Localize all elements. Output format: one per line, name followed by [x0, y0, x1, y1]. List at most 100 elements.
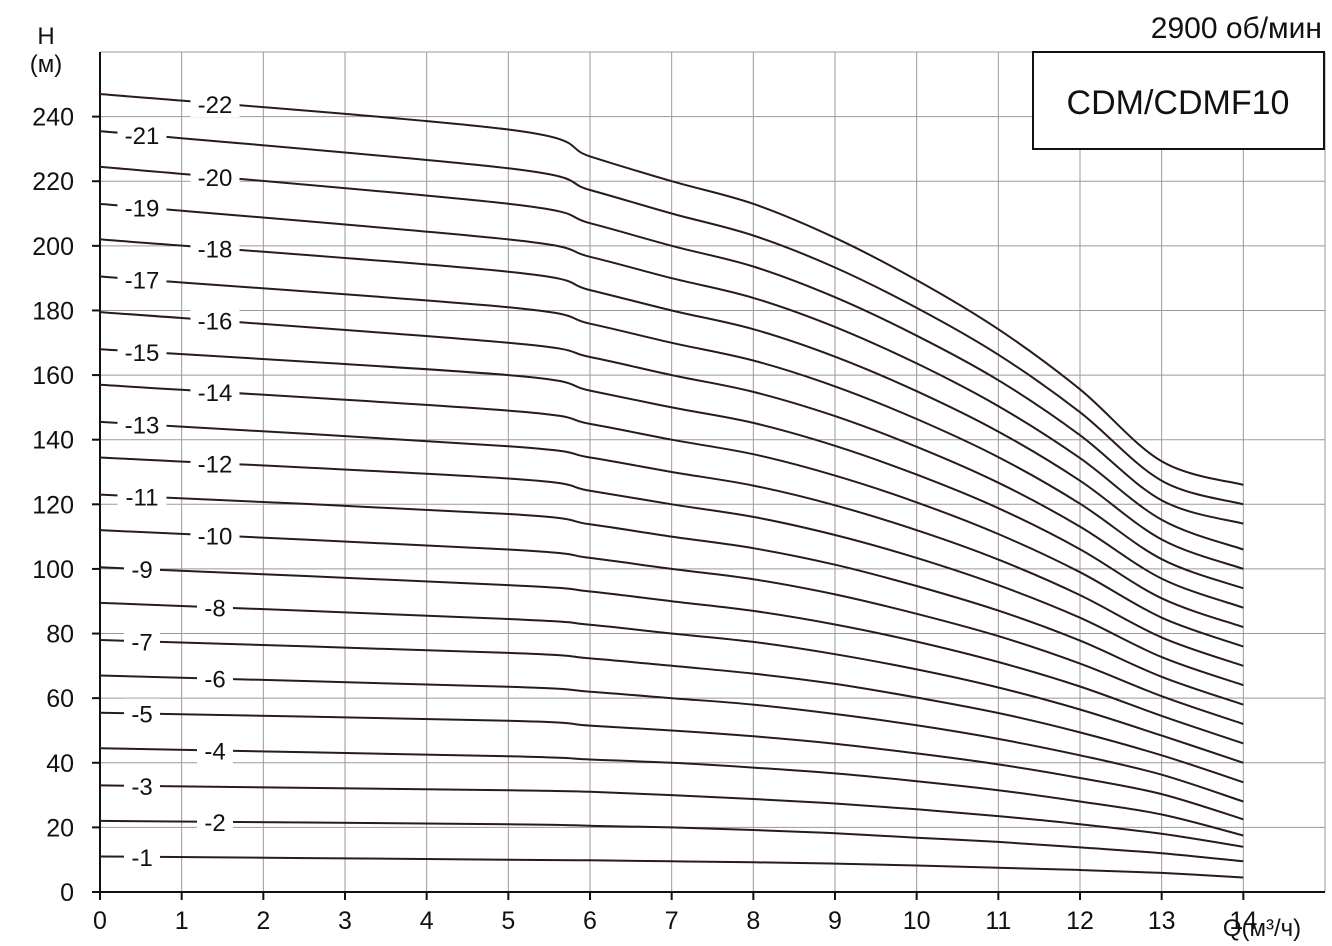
x-tick-label: 14	[1229, 907, 1257, 935]
x-tick-label: 1	[175, 907, 189, 935]
curve-label-bg	[124, 841, 160, 870]
curve-label: -16	[198, 309, 233, 336]
curve-label-bg	[117, 409, 167, 438]
curve-label: -12	[198, 451, 233, 478]
curve-label-bg	[197, 735, 233, 764]
curve-label-bg	[190, 520, 240, 549]
x-tick-label: 7	[665, 907, 679, 935]
curve-label-bg	[124, 770, 160, 799]
x-tick-label: 11	[985, 907, 1011, 935]
curve-label: -6	[204, 667, 225, 694]
curve-label-bg	[190, 448, 240, 477]
curve-labels: -1 -2 -3 -4 -5 -6 -7 -8 -9 -10 -11 -12 -13 -14 -15 -16 -…	[117, 89, 240, 872]
x-tick-label: 0	[93, 907, 107, 935]
y-tick-label: 80	[46, 621, 74, 649]
curve-label-bg	[117, 119, 167, 148]
curve-label-bg	[190, 233, 240, 262]
curve-label: -5	[131, 702, 152, 729]
curve-line	[99, 311, 1244, 609]
x-tick-label: 8	[746, 907, 760, 935]
curve-line	[99, 855, 1244, 879]
curve-label: -14	[198, 380, 233, 407]
x-tick-label: 10	[903, 907, 931, 935]
curve-label: -17	[125, 268, 160, 295]
curve-label-bg	[124, 626, 160, 655]
y-tick-label: 220	[32, 168, 74, 196]
y-axis-title-h: H	[37, 23, 54, 50]
curve-line	[99, 601, 1244, 764]
curve-line	[99, 420, 1244, 667]
curve-label: -11	[126, 485, 159, 512]
x-tick-label: 4	[420, 907, 434, 935]
y-tick-label: 160	[32, 362, 74, 390]
y-tick-label: 200	[32, 233, 74, 261]
x-tick-label: 9	[828, 907, 842, 935]
model-box	[1032, 51, 1325, 150]
curve-label-bg	[197, 806, 233, 835]
curves	[99, 93, 1244, 879]
curve-label: -21	[125, 123, 160, 150]
y-tick-label: 240	[32, 104, 74, 132]
curve-line	[99, 674, 1244, 803]
x-tick-label: 13	[1148, 907, 1176, 935]
y-tick-label: 100	[32, 556, 74, 584]
y-tick-label: 0	[60, 879, 74, 907]
y-tick-label: 60	[46, 685, 74, 713]
y-tick-label: 40	[46, 750, 74, 778]
curve-label-bg	[117, 264, 167, 293]
curve-line	[99, 456, 1244, 687]
curve-line	[99, 202, 1244, 551]
curve-line	[99, 529, 1244, 725]
curve-line	[99, 711, 1244, 821]
curve-label: -7	[131, 629, 152, 656]
model-title: CDM/CDMF10	[1067, 84, 1290, 122]
x-axis-title: Q(м³/ч)	[1223, 915, 1301, 942]
curve-label: -19	[125, 196, 160, 223]
curve-label: -18	[198, 236, 233, 263]
curve-label-bg	[117, 192, 167, 221]
curve-line	[99, 383, 1244, 648]
curve-line	[99, 819, 1244, 863]
axes: 0 1 2 3 4 5 6 7 8 9 10 11 12 13 1402040608010012014016…	[32, 52, 1325, 935]
curve-line	[99, 275, 1244, 590]
curve-line	[99, 348, 1244, 629]
curve-label-bg	[124, 698, 160, 727]
curve-label: -20	[198, 165, 233, 192]
curve-line	[99, 566, 1244, 745]
curve-line	[99, 238, 1244, 570]
curve-line	[99, 747, 1244, 837]
curve-label: -1	[131, 845, 152, 872]
curve-label: -22	[198, 92, 233, 119]
curve-line	[99, 165, 1244, 525]
curve-label: -9	[131, 557, 152, 584]
curve-label-bg	[190, 305, 240, 334]
curve-label: -15	[125, 340, 160, 367]
curve-label-bg	[197, 663, 233, 692]
curve-label-bg	[190, 89, 240, 118]
curve-label-bg	[117, 336, 167, 365]
curve-label-bg	[190, 162, 240, 191]
curve-label-bg	[190, 377, 240, 406]
x-tick-label: 12	[1066, 907, 1094, 935]
curve-line	[99, 639, 1244, 784]
curve-label: -8	[204, 595, 225, 622]
x-tick-label: 5	[501, 907, 515, 935]
speed-label: 2900 об/мин	[1151, 12, 1322, 45]
y-tick-label: 120	[32, 491, 74, 519]
x-tick-label: 3	[338, 907, 352, 935]
x-tick-label: 6	[583, 907, 597, 935]
x-tick-label: 2	[256, 907, 270, 935]
curve-label-bg	[197, 592, 233, 621]
curve-label-bg	[124, 554, 160, 583]
y-tick-label: 20	[46, 814, 74, 842]
y-axis-title-unit: (м)	[30, 51, 62, 78]
curve-label-bg	[117, 481, 167, 510]
curve-label: -13	[125, 412, 160, 439]
curve-label: -4	[204, 739, 225, 766]
curve-label: -10	[198, 524, 233, 551]
y-tick-label: 180	[32, 297, 74, 325]
curve-line	[99, 93, 1244, 486]
curve-line	[99, 130, 1244, 506]
curve-line	[99, 784, 1244, 848]
